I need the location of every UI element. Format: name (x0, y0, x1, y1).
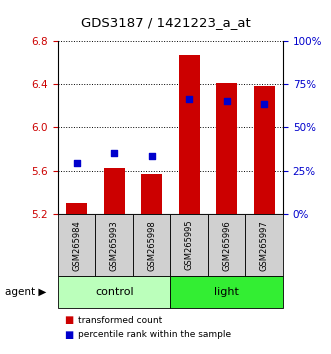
Point (112, 151, 117, 156)
Text: GSM265998: GSM265998 (147, 220, 156, 270)
Bar (66, 203, 87, 214)
Bar (208, 214, 246, 276)
Bar (58, 214, 95, 276)
Point (261, 101, 267, 107)
Bar (254, 86, 274, 214)
Point (224, 99, 229, 104)
Bar (133, 214, 170, 276)
Text: ■: ■ (65, 315, 74, 325)
Point (74, 160, 79, 166)
Text: transformed count: transformed count (78, 316, 162, 325)
Bar (58, 276, 170, 308)
Text: ■: ■ (65, 330, 74, 339)
Text: GSM265984: GSM265984 (72, 220, 81, 270)
Text: percentile rank within the sample: percentile rank within the sample (78, 330, 231, 339)
Text: GDS3187 / 1421223_a_at: GDS3187 / 1421223_a_at (81, 17, 250, 29)
Text: GSM265993: GSM265993 (110, 220, 119, 270)
Bar (179, 55, 200, 214)
Bar (170, 214, 208, 276)
Bar (104, 167, 124, 214)
Text: GSM265995: GSM265995 (185, 220, 194, 270)
Point (187, 96, 192, 102)
Bar (170, 276, 283, 308)
Text: control: control (95, 287, 133, 297)
Bar (246, 214, 283, 276)
Bar (141, 174, 162, 214)
Text: agent ▶: agent ▶ (5, 287, 46, 297)
Text: light: light (214, 287, 239, 297)
Text: GSM265997: GSM265997 (260, 220, 269, 270)
Text: GSM265996: GSM265996 (222, 220, 231, 270)
Bar (95, 214, 133, 276)
Point (149, 153, 154, 159)
Bar (216, 83, 237, 214)
